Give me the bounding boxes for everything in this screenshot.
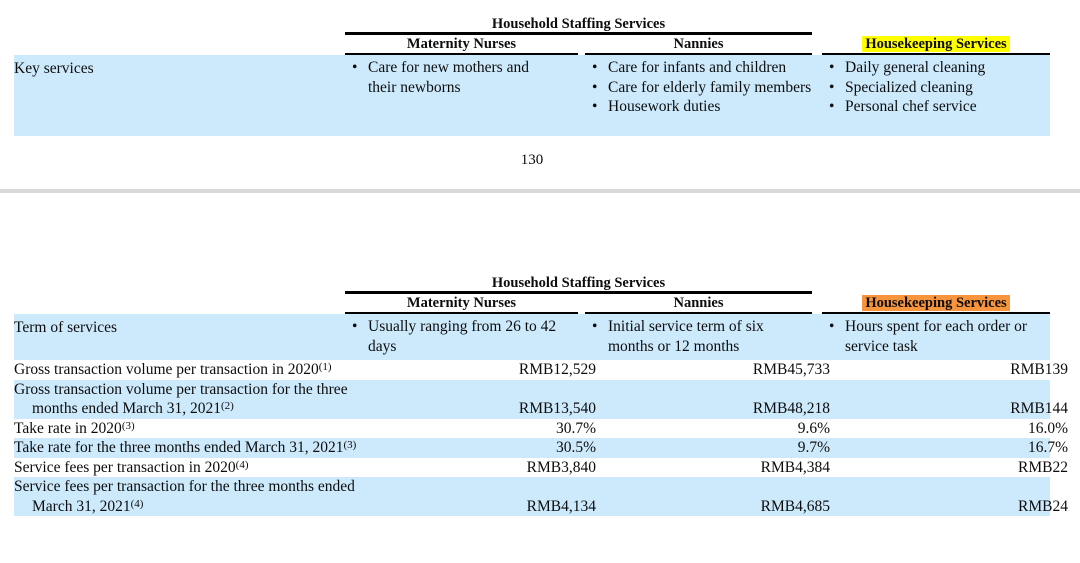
- housekeeping-value: RMB22: [1018, 458, 1068, 476]
- table-row-take-rate-2020: Take rate in 2020(3) 30.7% 9.6% 16.0%: [14, 419, 1068, 439]
- housekeeping-value: 16.7%: [1027, 439, 1068, 456]
- housekeeping-value: RMB24: [1018, 497, 1068, 515]
- footnote-ref: (3): [343, 439, 357, 451]
- nannies-value: RMB45,733: [752, 361, 830, 378]
- housekeeping-key-services: Daily general cleaning Specialized clean…: [822, 58, 1050, 117]
- footnote-ref: (2): [220, 400, 234, 412]
- page-divider: [0, 189, 1080, 193]
- nannies-value: 9.6%: [797, 419, 830, 437]
- list-item: Specialized cleaning: [822, 78, 1050, 98]
- footnote-ref: (4): [130, 497, 144, 510]
- term-of-services-row: Term of services Usually ranging from 26…: [14, 314, 1050, 360]
- spacer: [822, 17, 1050, 35]
- row-label: Key services: [14, 60, 94, 77]
- housekeeping-term: Hours spent for each order or service ta…: [822, 317, 1050, 356]
- column-header-row: Maternity Nurses Nannies Housekeeping Se…: [14, 295, 1050, 314]
- list-item: Care for infants and children: [585, 58, 812, 78]
- column-header-maternity-nurses: Maternity Nurses: [345, 36, 578, 55]
- footnote-ref: (1): [318, 361, 332, 373]
- table-row-service-fees-q1-2021: Service fees per transaction for the thr…: [14, 477, 1068, 516]
- nannies-value: RMB48,218: [752, 400, 830, 417]
- maternity-value: RMB12,529: [518, 361, 596, 378]
- page-number: 130: [520, 152, 544, 168]
- table-row-gtv-q1-2021: Gross transaction volume per transaction…: [14, 379, 1068, 419]
- group-header: Household Staffing Services: [345, 276, 812, 294]
- list-item: Hours spent for each order or service ta…: [822, 317, 1050, 356]
- key-services-row: Key services Care for new mothers and th…: [14, 55, 1050, 136]
- column-header-row: Maternity Nurses Nannies Housekeeping Se…: [14, 36, 1050, 55]
- row-label: Gross transaction volume per transaction…: [14, 380, 348, 418]
- spacer: [822, 276, 1050, 294]
- spacer: [14, 36, 345, 55]
- row-label: Take rate for the three months ended Mar…: [14, 439, 357, 456]
- maternity-value: RMB13,540: [518, 400, 596, 417]
- housekeeping-value: RMB139: [1010, 361, 1068, 378]
- nannies-value: RMB4,685: [760, 497, 830, 515]
- nannies-value: 9.7%: [797, 439, 830, 456]
- table-row-gtv-2020: Gross transaction volume per transaction…: [14, 360, 1068, 380]
- nannies-term: Initial service term of six months or 12…: [585, 317, 812, 356]
- group-header-row: Household Staffing Services: [14, 17, 1050, 35]
- services-table-top: Household Staffing Services Maternity Nu…: [14, 17, 1050, 136]
- maternity-value: RMB3,840: [526, 458, 596, 476]
- table-row-service-fees-2020: Service fees per transaction in 2020(4) …: [14, 458, 1068, 478]
- spacer: [14, 17, 345, 35]
- spacer: [14, 295, 345, 314]
- maternity-value: RMB4,134: [526, 497, 596, 515]
- nannies-value: RMB4,384: [760, 458, 830, 476]
- maternity-key-services: Care for new mothers and their newborns: [345, 58, 578, 97]
- footnote-ref: (4): [235, 458, 249, 471]
- column-header-housekeeping: Housekeeping Services: [822, 36, 1050, 55]
- maternity-value: 30.7%: [555, 419, 596, 437]
- list-item: Initial service term of six months or 12…: [585, 317, 812, 356]
- nannies-key-services: Care for infants and children Care for e…: [585, 58, 812, 117]
- maternity-term: Usually ranging from 26 to 42 days: [345, 317, 578, 356]
- column-header-nannies: Nannies: [585, 36, 812, 55]
- group-header-row: Household Staffing Services: [14, 276, 1050, 294]
- row-label: Gross transaction volume per transaction…: [14, 361, 332, 378]
- list-item: Care for new mothers and their newborns: [345, 58, 578, 97]
- column-header-nannies: Nannies: [585, 295, 812, 314]
- list-item: Daily general cleaning: [822, 58, 1050, 78]
- list-item: Care for elderly family members: [585, 78, 812, 98]
- group-header: Household Staffing Services: [345, 17, 812, 35]
- column-header-housekeeping: Housekeeping Services: [822, 295, 1050, 314]
- yellow-highlight: Housekeeping Services: [862, 36, 1010, 52]
- list-item: Usually ranging from 26 to 42 days: [345, 317, 578, 356]
- services-table-bottom: Household Staffing Services Maternity Nu…: [14, 276, 1068, 516]
- row-label: Service fees per transaction for the thr…: [14, 478, 355, 515]
- spacer: [14, 276, 345, 294]
- footnote-ref: (3): [121, 419, 135, 432]
- housekeeping-value: 16.0%: [1027, 419, 1068, 437]
- table-row-take-rate-q1-2021: Take rate for the three months ended Mar…: [14, 438, 1068, 458]
- orange-highlight: Housekeeping Services: [862, 295, 1010, 311]
- list-item: Housework duties: [585, 97, 812, 117]
- row-label: Take rate in 2020(3): [14, 419, 135, 437]
- list-item: Personal chef service: [822, 97, 1050, 117]
- row-label: Term of services: [14, 319, 118, 336]
- column-header-maternity-nurses: Maternity Nurses: [345, 295, 578, 314]
- maternity-value: 30.5%: [555, 439, 596, 456]
- row-label: Service fees per transaction in 2020(4): [14, 458, 249, 476]
- housekeeping-value: RMB144: [1010, 400, 1068, 417]
